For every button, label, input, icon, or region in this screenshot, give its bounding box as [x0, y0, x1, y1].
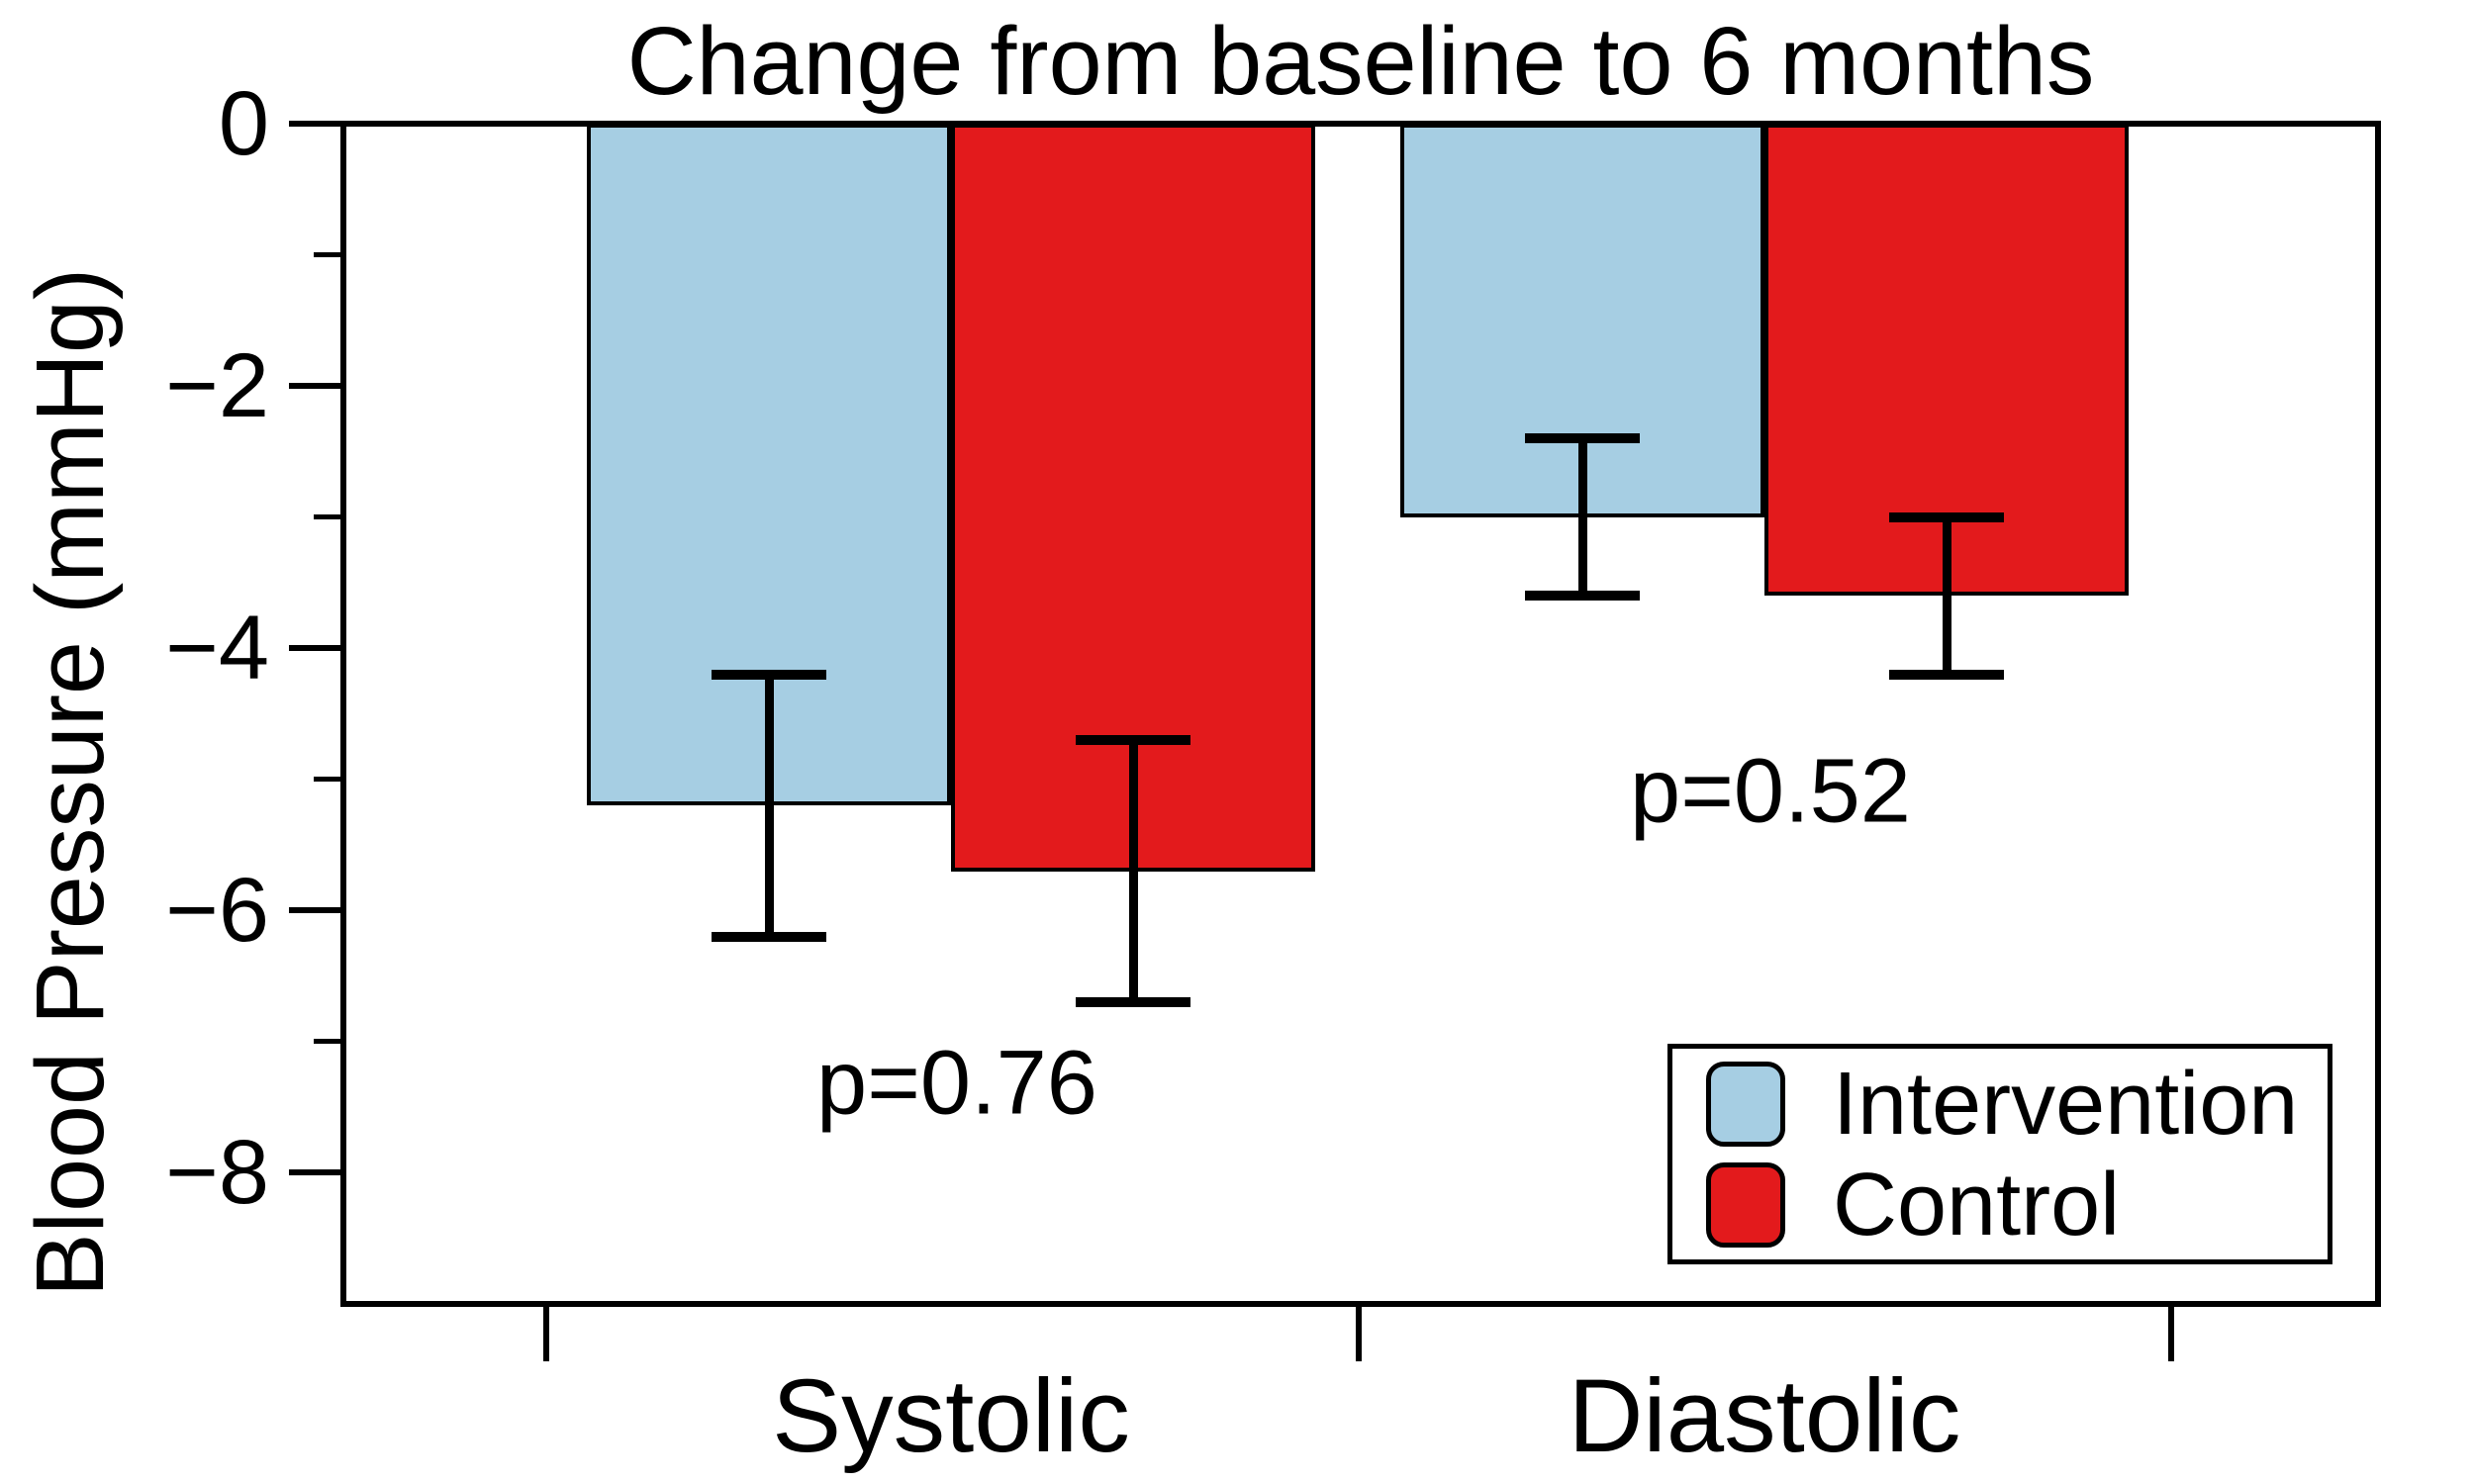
- y-major-tick-−4: [289, 645, 343, 652]
- errorbar-diastolic-intervention-cap-bottom: [1525, 591, 1640, 602]
- y-minor-tick: [314, 514, 343, 520]
- errorbar-systolic-intervention-cap-bottom: [712, 931, 826, 942]
- legend-label-control: Control: [1833, 1156, 2121, 1254]
- legend-swatch-control: [1706, 1162, 1785, 1248]
- x-tick: [1356, 1304, 1362, 1361]
- errorbar-diastolic-intervention-stem: [1577, 438, 1587, 597]
- y-tick-label-−2: −2: [165, 335, 269, 437]
- errorbar-diastolic-control-cap-bottom: [1889, 669, 2004, 680]
- errorbar-systolic-control-cap-top: [1076, 735, 1190, 745]
- y-minor-tick: [314, 1039, 343, 1045]
- y-tick-label-0: 0: [218, 73, 269, 174]
- x-tick: [543, 1304, 549, 1361]
- x-tick-label-diastolic: Diastolic: [1568, 1358, 1961, 1474]
- p-value-diastolic: p=0.52: [1630, 740, 1911, 842]
- p-value-systolic: p=0.76: [816, 1032, 1097, 1134]
- errorbar-diastolic-control-cap-top: [1889, 511, 2004, 522]
- y-tick-label-−4: −4: [165, 598, 269, 699]
- y-major-tick-−2: [289, 383, 343, 390]
- y-major-tick-−8: [289, 1169, 343, 1176]
- errorbar-systolic-control-cap-bottom: [1076, 997, 1190, 1008]
- y-major-tick-0: [289, 121, 343, 127]
- errorbar-diastolic-control-stem: [1942, 516, 1951, 675]
- legend-swatch-intervention: [1706, 1062, 1785, 1147]
- y-minor-tick: [314, 777, 343, 783]
- legend-label-intervention: Intervention: [1833, 1055, 2299, 1154]
- errorbar-systolic-control-stem: [1128, 740, 1138, 1003]
- y-minor-tick: [314, 252, 343, 258]
- y-tick-label-−6: −6: [165, 860, 269, 962]
- y-major-tick-−6: [289, 907, 343, 914]
- x-tick-label-systolic: Systolic: [772, 1358, 1130, 1474]
- errorbar-systolic-intervention-stem: [764, 674, 774, 937]
- errorbar-systolic-intervention-cap-top: [712, 669, 826, 680]
- y-tick-label-−8: −8: [165, 1122, 269, 1224]
- x-tick: [2168, 1304, 2174, 1361]
- chart-title: Change from baseline to 6 months: [626, 7, 2095, 115]
- errorbar-diastolic-intervention-cap-top: [1525, 433, 1640, 444]
